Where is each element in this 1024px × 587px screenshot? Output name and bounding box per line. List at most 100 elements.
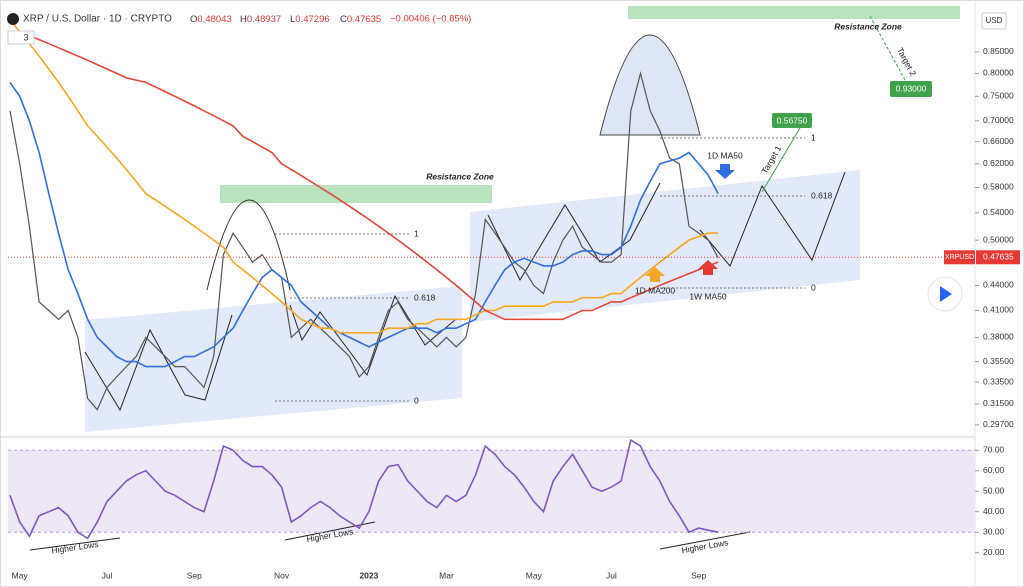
ohlc-key: L [290,14,295,25]
annotation: 1D MA50 [707,150,743,160]
resistance-zone [628,6,960,19]
channel [85,286,462,432]
annotation: Resistance Zone [834,21,902,31]
ohlc-item: O0.48043 [190,14,232,25]
y-tick-label: 0.80000 [983,68,1014,78]
ohlc: O0.48043 H0.48937 L0.47296 C0.47635 [190,14,381,25]
y-tick-label: 0.58000 [983,182,1014,192]
y-tick-label: 70.00 [983,444,1005,454]
annotation: Resistance Zone [426,171,494,181]
x-tick-label: May [526,570,543,580]
y-tick-label: 0.50000 [983,234,1014,244]
y-tick-label: 0.54000 [983,207,1014,217]
zigzag [487,182,661,282]
x-tick-label: Sep [187,570,202,580]
price-tag-box [976,250,1020,265]
y-tick-label: 40.00 [983,506,1005,516]
ohlc-key: C [340,14,347,25]
series-line [9,19,719,334]
x-tick-label: May [12,570,29,580]
x-tick-label: Jul [606,570,617,580]
rsi-band [8,450,975,533]
ohlc-item: L0.47296 [290,14,330,25]
y-tick-label: 0.31500 [983,398,1014,408]
fib-label: 0 [414,395,419,405]
y-tick-label: 0.29700 [983,419,1014,429]
ohlc-value: 0.47635 [347,14,381,25]
price-tag: 0.47635 [983,252,1014,262]
ohlc-key: O [190,14,197,25]
y-tick-label: 20.00 [983,547,1005,557]
x-tick-label: Jul [102,570,113,580]
ohlc-key: H [240,14,247,25]
projection [699,171,846,267]
y-tick-label: 30.00 [983,526,1005,536]
y-tick-label: 0.38000 [983,332,1014,342]
ohlc-item: H0.48937 [240,14,281,25]
y-tick-label: 0.62000 [983,158,1014,168]
fib-label: 0.618 [811,190,833,200]
indicator-toggle[interactable] [7,30,35,45]
y-tick-label: 0.35500 [983,356,1014,366]
y-tick-label: 0.75000 [983,91,1014,101]
arc [599,34,701,136]
arrow [715,164,735,179]
currency[interactable]: USD [986,16,1003,25]
x-tick-label: Sep [691,570,706,580]
y-tick-label: 0.85000 [983,46,1014,56]
symbol-tag-box [944,250,975,265]
y-tick-label: 0.41000 [983,305,1014,315]
x-tick-label: 2023 [359,570,378,580]
zigzag [289,294,456,377]
y-tick-label: 0.70000 [983,115,1014,125]
chart-title: XRP / U.S. Dollar · 1D · CRYPTO [23,14,172,25]
annotation: 1W MA50 [689,291,727,301]
resistance-zone [220,185,492,203]
axes: 0.85000 0.80000 0.75000 0.70000 0.66000 0.620… [12,46,1020,580]
ohlc-value: 0.48937 [247,14,281,25]
ohlc-item: C0.47635 [340,14,381,25]
y-tick-label: 60.00 [983,465,1005,475]
arc [206,199,291,291]
ohlc-value: 0.47296 [295,14,329,25]
symbol-tag: XRPUSD [945,254,974,261]
y-tick-label: 0.33500 [983,376,1014,386]
series-layer [8,19,975,540]
series-line [9,30,719,321]
arrow [645,267,665,282]
target-box [890,81,932,97]
y-tick-label: 0.66000 [983,136,1014,146]
fib-label: 1 [414,228,419,238]
series-line [9,81,719,368]
target-label: 0.93000 [896,83,927,93]
annotation: 1D MA200 [635,285,675,295]
trend-line [284,521,376,541]
target-box [772,113,812,128]
fib-label: 1 [811,132,816,142]
trend-line [659,531,751,550]
higher-lows [29,521,751,551]
x-tick-label: Mar [439,570,454,580]
target-line [869,15,906,81]
fib-label: 0 [811,282,816,292]
x-tick-label: Nov [274,570,290,580]
ohlc-value: 0.48043 [197,14,231,25]
change: −0.00406 (−0.85%) [390,14,471,25]
trend-line [29,537,121,551]
zigzag [84,314,233,412]
symbol-icon [7,13,19,25]
target-line [761,127,801,193]
channel [470,170,860,322]
y-tick-label: 50.00 [983,485,1005,495]
series-line [9,438,719,540]
zigzags [84,171,846,412]
play-icon[interactable] [940,286,952,302]
y-tick-label: 0.44000 [983,280,1014,290]
series-line [9,71,719,411]
target-label: 0.56750 [777,115,808,125]
currency-box[interactable] [981,12,1007,30]
arrow [698,260,718,275]
indicator-count[interactable]: 3 [23,32,28,42]
fib-label: 0.618 [414,292,436,302]
